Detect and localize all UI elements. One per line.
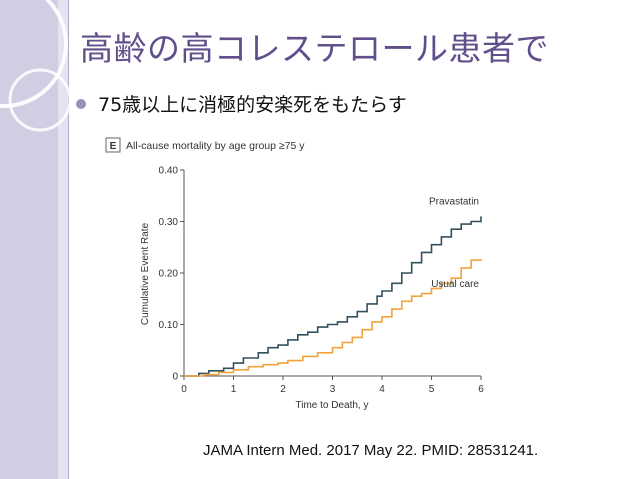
x-tick-label: 2: [280, 384, 286, 395]
chart-axes: 0 0.10 0.20 0.30 0.40 0 1 2 3 4 5 6: [159, 166, 485, 396]
decorative-rings: [0, 0, 72, 132]
y-tick-label: 0.10: [159, 320, 179, 331]
bullet-text: 75歳以上に消極的安楽死をもたらす: [98, 94, 407, 116]
y-tick-label: 0: [172, 372, 178, 383]
x-tick-label: 4: [379, 384, 385, 395]
usual-care-label: Usual care: [431, 279, 479, 290]
x-tick-label: 5: [429, 384, 435, 395]
mortality-chart: E All-cause mortality by age group ≥75 y…: [105, 137, 485, 411]
chart-title: All-cause mortality by age group ≥75 y: [126, 140, 305, 152]
x-tick-label: 0: [181, 384, 187, 395]
x-tick-label: 6: [478, 384, 484, 395]
panel-label-box: [105, 137, 121, 153]
usual-care-line: [184, 259, 482, 377]
citation: JAMA Intern Med. 2017 May 22. PMID: 2853…: [203, 442, 539, 459]
y-tick-label: 0.40: [159, 166, 179, 177]
decorative-ring-small: [8, 68, 72, 132]
pravastatin-line: [184, 216, 482, 377]
x-tick-label: 1: [231, 384, 237, 395]
bullet-dot-icon: [76, 98, 86, 109]
left-accent-line: [68, 0, 69, 479]
y-axis-label: Cumulative Event Rate: [140, 222, 151, 325]
slide-title: 高齢の高コレステロール患者で: [80, 29, 549, 68]
pravastatin-label: Pravastatin: [429, 196, 479, 207]
panel-label: E: [110, 141, 117, 152]
decorative-ring-large: [0, 0, 68, 108]
y-tick-label: 0.20: [159, 269, 179, 280]
left-accent-band-inner: [58, 0, 68, 479]
chart-series: Pravastatin Usual care: [184, 196, 482, 377]
x-tick-label: 3: [330, 384, 336, 395]
bullet-item: 75歳以上に消極的安楽死をもたらす: [76, 90, 407, 117]
y-tick-label: 0.30: [159, 217, 179, 228]
x-axis-label: Time to Death, y: [296, 400, 369, 411]
